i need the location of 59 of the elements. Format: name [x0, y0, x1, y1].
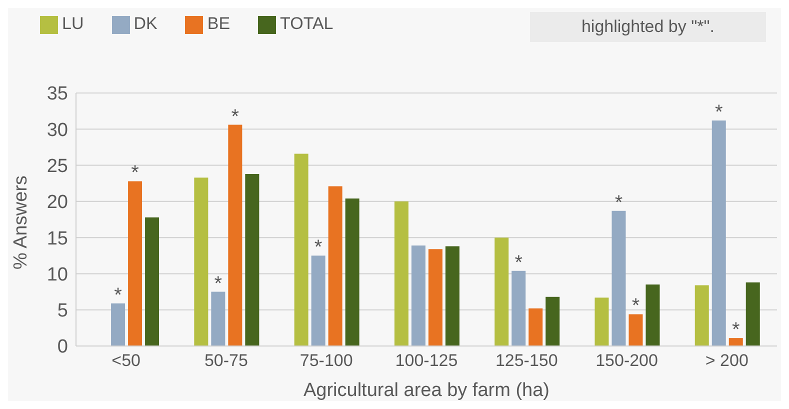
bar	[594, 298, 609, 346]
data-label: *	[214, 272, 222, 295]
bar	[111, 303, 126, 346]
legend-label: DK	[134, 14, 158, 33]
data-label: *	[732, 319, 740, 342]
data-label: *	[314, 236, 322, 259]
x-tick-label: 150-200	[596, 351, 658, 370]
x-tick-label: 50-75	[204, 351, 248, 370]
bar	[728, 338, 743, 346]
bar	[128, 181, 142, 346]
bar	[211, 292, 226, 346]
bar	[612, 210, 626, 346]
x-tick-label: <50	[112, 351, 140, 370]
bar	[694, 285, 709, 346]
bar	[294, 154, 308, 346]
bar	[528, 308, 543, 346]
y-tick-label: 5	[57, 300, 68, 322]
bar	[746, 282, 760, 346]
bar	[646, 284, 660, 346]
y-tick-label: 20	[46, 192, 68, 214]
bar	[245, 174, 260, 346]
data-label: *	[114, 284, 122, 306]
bar	[145, 217, 160, 346]
bar	[494, 238, 509, 346]
y-axis-title: % Answers	[10, 176, 32, 270]
y-tick-label: 35	[46, 84, 68, 105]
bar	[628, 314, 643, 346]
y-tick-label: 30	[46, 120, 68, 141]
x-axis-title: Agricultural area by farm (ha)	[303, 380, 550, 401]
data-label: *	[231, 106, 240, 128]
bar	[445, 246, 460, 346]
data-label: *	[614, 192, 623, 214]
bar	[712, 120, 726, 346]
data-label: *	[514, 252, 523, 274]
x-tick-label: > 200	[705, 351, 748, 370]
bar	[194, 178, 208, 346]
data-label: *	[714, 101, 723, 124]
data-label: *	[632, 295, 640, 318]
legend-label: BE	[207, 14, 230, 33]
bar	[228, 124, 242, 346]
bar	[328, 186, 342, 346]
bar	[411, 246, 426, 346]
bar	[394, 201, 408, 346]
y-tick-label: 10	[46, 264, 68, 286]
legend-label: TOTAL	[280, 14, 334, 33]
y-tick-label: 15	[46, 228, 68, 250]
x-tick-label: 75-100	[300, 351, 353, 370]
legend-label: LU	[62, 14, 84, 33]
bar	[512, 270, 526, 346]
x-tick-label: 100-125	[395, 351, 458, 370]
y-tick-label: 0	[57, 336, 68, 358]
bar	[428, 249, 442, 346]
bar	[345, 198, 360, 346]
bar	[546, 296, 560, 346]
y-tick-label: 25	[46, 156, 68, 178]
data-label: *	[131, 162, 140, 184]
bar	[311, 256, 326, 346]
x-tick-label: 125-150	[495, 351, 558, 370]
text: highlighted by "*".	[530, 12, 766, 42]
